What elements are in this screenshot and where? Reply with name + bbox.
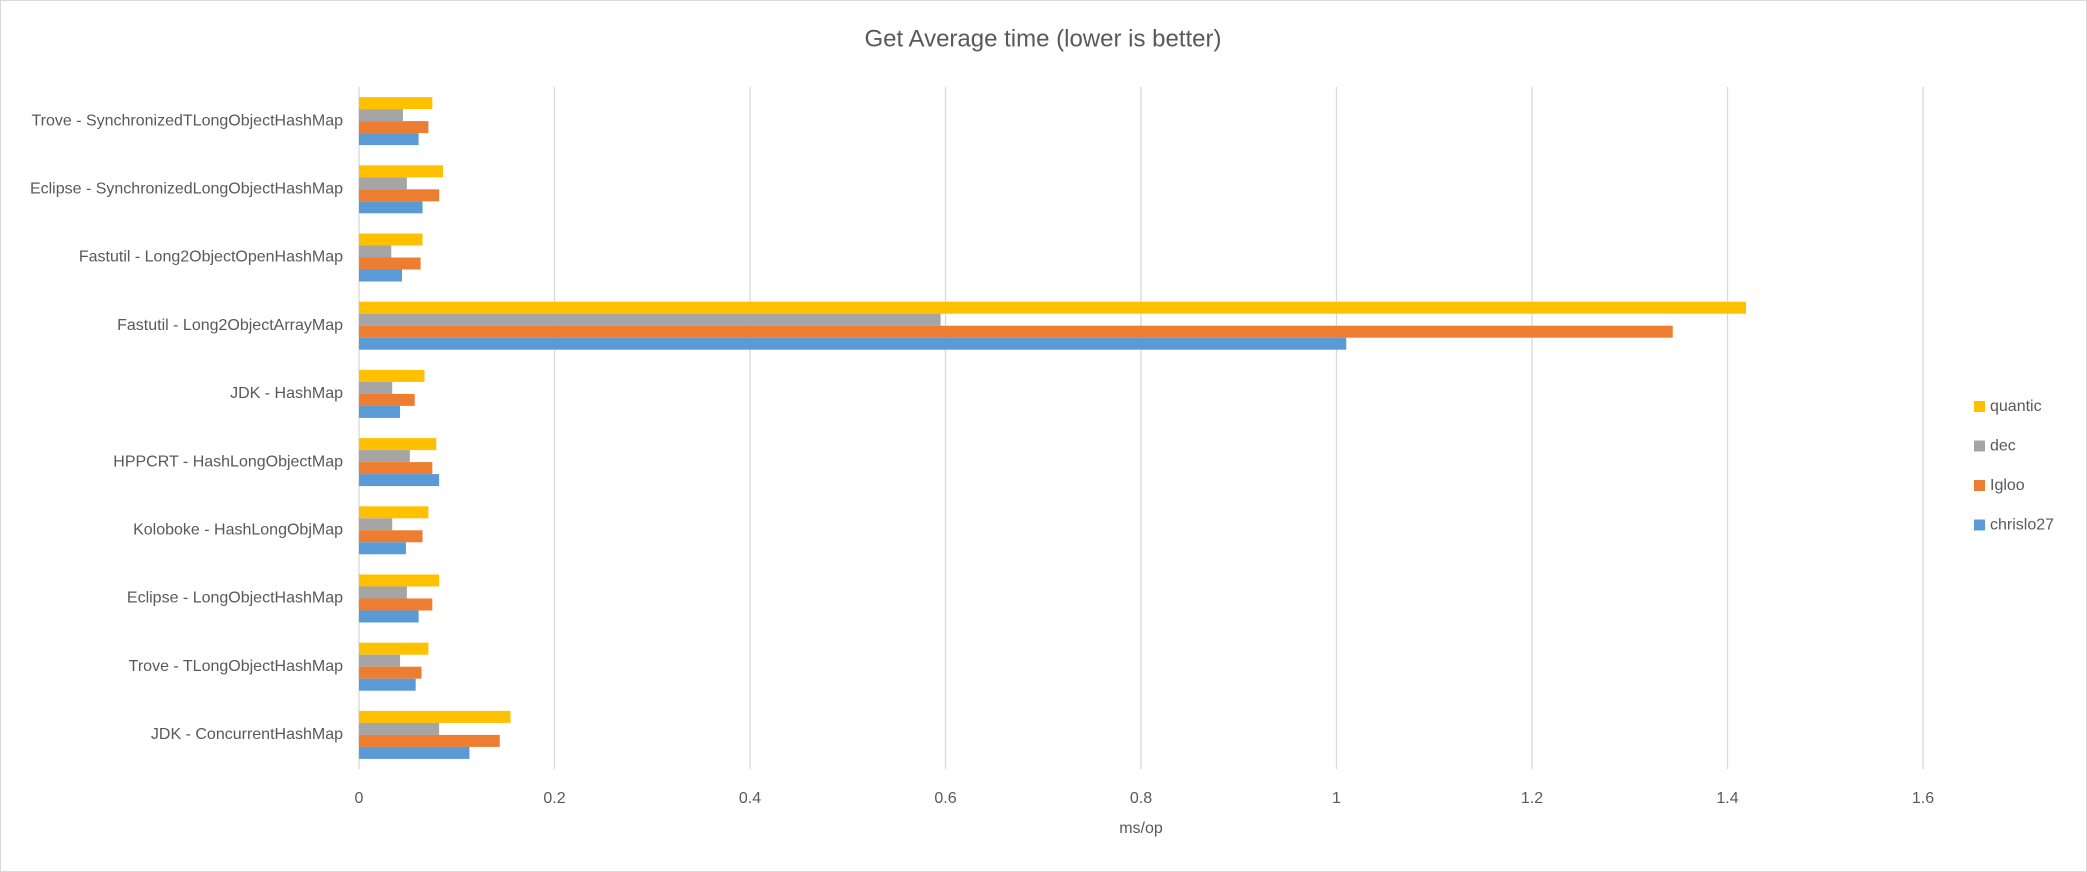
bar	[359, 337, 1347, 350]
bar	[359, 734, 500, 747]
bar	[359, 257, 421, 270]
y-tick-label: JDK - ConcurrentHashMap	[151, 726, 343, 743]
bar	[359, 598, 433, 611]
legend-swatch	[1974, 480, 1985, 491]
x-tick-label: 0.4	[739, 790, 761, 807]
y-tick-label: Trove - TLongObjectHashMap	[129, 658, 343, 675]
bar	[359, 369, 425, 382]
bar	[359, 313, 941, 326]
bar	[359, 269, 403, 282]
x-tick-label: 1.6	[1912, 790, 1934, 807]
bar	[359, 133, 419, 146]
legend-swatch	[1974, 519, 1985, 531]
bar	[359, 654, 401, 667]
bar	[359, 201, 423, 214]
bar	[359, 325, 1673, 338]
bar	[359, 245, 392, 258]
x-tick-label: 1	[1332, 790, 1341, 807]
bar	[359, 474, 440, 487]
legend-label: chrislo27	[1990, 517, 2054, 534]
bar	[359, 438, 437, 451]
x-tick-label: 0	[355, 790, 364, 807]
bar	[359, 189, 440, 202]
bar	[359, 109, 403, 122]
chart-title: Get Average time (lower is better)	[864, 25, 1221, 52]
bar	[359, 678, 416, 691]
bar	[359, 586, 407, 599]
y-tick-label: HPPCRT - HashLongObjectMap	[113, 453, 343, 470]
x-tick-label: 1.2	[1521, 790, 1543, 807]
bar	[359, 381, 393, 394]
bar	[359, 233, 423, 246]
legend-swatch	[1974, 401, 1985, 412]
y-tick-label: Eclipse - SynchronizedLongObjectHashMap	[30, 181, 343, 198]
bar	[359, 165, 444, 178]
bar	[359, 666, 422, 679]
bar	[359, 462, 433, 475]
bar	[359, 405, 401, 418]
bar	[359, 710, 511, 723]
bar	[359, 301, 1747, 314]
bar	[359, 610, 419, 623]
bar	[359, 574, 440, 587]
legend-label: Igloo	[1990, 477, 2025, 494]
bar	[359, 518, 393, 531]
y-tick-label: JDK - HashMap	[230, 385, 343, 402]
bar	[359, 393, 415, 406]
bar	[359, 642, 429, 655]
y-tick-label: Trove - SynchronizedTLongObjectHashMap	[31, 112, 343, 129]
x-tick-label: 0.6	[934, 790, 956, 807]
bar	[359, 506, 429, 519]
x-axis-label: ms/op	[1119, 820, 1163, 837]
legend-swatch	[1974, 440, 1985, 452]
bar	[359, 450, 410, 463]
bar	[359, 746, 470, 759]
y-tick-label: Fastutil - Long2ObjectArrayMap	[117, 317, 343, 334]
bar	[359, 542, 406, 555]
bar	[359, 177, 407, 190]
bar	[359, 722, 440, 735]
legend-label: quantic	[1990, 398, 2042, 415]
y-tick-label: Koloboke - HashLongObjMap	[133, 522, 343, 539]
bar	[359, 530, 423, 543]
legend-label: dec	[1990, 438, 2016, 455]
bar	[359, 97, 433, 110]
x-tick-label: 0.8	[1130, 790, 1152, 807]
bar	[359, 121, 429, 134]
x-tick-label: 0.2	[543, 790, 565, 807]
x-tick-label: 1.4	[1716, 790, 1738, 807]
y-tick-label: Eclipse - LongObjectHashMap	[127, 590, 343, 607]
y-tick-label: Fastutil - Long2ObjectOpenHashMap	[79, 249, 343, 266]
